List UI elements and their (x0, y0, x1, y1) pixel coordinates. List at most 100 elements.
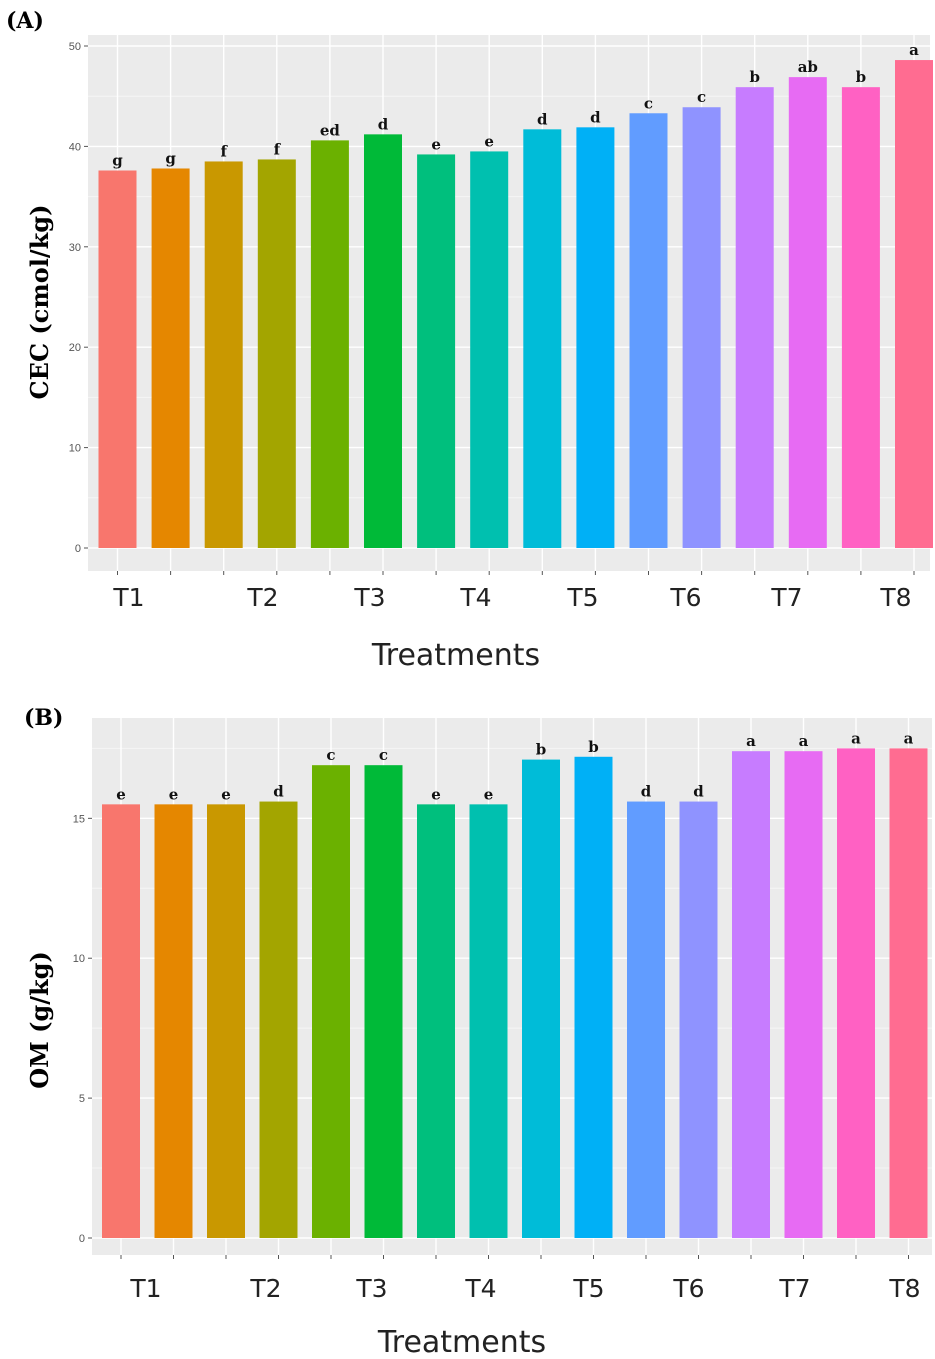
panel-a-x-tick-label: T2 (246, 583, 278, 612)
panel-a-x-tick-label: T7 (770, 583, 802, 612)
panel-a-bar-letter: d (537, 110, 548, 128)
panel-b-bar (417, 804, 455, 1238)
panel-b-bar-letter: a (851, 729, 861, 747)
panel-a-bar (576, 127, 615, 548)
panel-a-bar (523, 129, 562, 548)
panel-a-x-tick-label: T6 (669, 583, 701, 612)
panel-a-bar (257, 159, 296, 548)
panel-b-bar (259, 801, 298, 1238)
panel-a-bar-letter: ab (798, 58, 818, 76)
panel-b-bar-letter: d (693, 783, 704, 801)
panel-a-y-tick-label: 0 (75, 543, 81, 555)
panel-a-y-tick-label: 40 (69, 141, 81, 153)
panel-b-bar (207, 804, 245, 1238)
panel-b-bar (574, 756, 613, 1238)
panel-a-bar-letter: c (697, 88, 706, 106)
panel-b-bar (102, 804, 140, 1238)
panel-b-bar (522, 759, 560, 1238)
panel-a-label: (A) (6, 8, 44, 34)
panel-a-bar-letter: f (274, 140, 282, 158)
panel-a-bar-letter: e (431, 135, 441, 153)
panel-b: (B) OM (g/kg) Treatments 0 5 10 15 e e e d c c e e b… (24, 705, 932, 1359)
panel-b-y-tick-label: 0 (79, 1233, 85, 1245)
panel-b-bar-letter: c (326, 746, 335, 764)
panel-a-bar (895, 60, 933, 548)
panel-b-bar (364, 765, 403, 1238)
panel-b-bar-letter: a (799, 732, 809, 750)
panel-b-bar-letter: e (116, 785, 126, 803)
panel-a-bar (310, 140, 349, 548)
panel-b-bar (732, 751, 770, 1238)
panel-a-bar-letter: d (378, 115, 389, 133)
panel-b-bar (627, 801, 665, 1238)
panel-b-x-tick-label: T5 (572, 1274, 604, 1303)
panel-b-bar (784, 751, 823, 1238)
panel-a-bar (735, 87, 774, 548)
panel-b-bar (312, 765, 350, 1238)
panel-a-bar (204, 161, 243, 548)
panel-b-bar-letter: d (273, 783, 284, 801)
panel-a-x-tick-label: T5 (566, 583, 598, 612)
panel-a-bar (682, 107, 721, 548)
panel-b-y-axis-label: OM (g/kg) (25, 951, 54, 1089)
panel-a-bar (841, 87, 880, 548)
panel-b-bar-letter: c (379, 746, 388, 764)
panel-a-bar-letter: b (856, 68, 867, 86)
panel-b-label: (B) (24, 705, 63, 731)
panel-a-bar (364, 134, 402, 549)
panel-b-x-tick-label: T3 (355, 1274, 387, 1303)
panel-a-bar-letter: g (165, 149, 176, 167)
panel-b-bar-letter: a (904, 729, 914, 747)
panel-a: (A) CEC (cmol/kg) Treatments 0 10 20 30 40 50… (6, 8, 933, 673)
panel-b-bar (837, 748, 875, 1238)
panel-b-bar-letter: e (484, 785, 494, 803)
panel-a-bar-letter: c (644, 94, 653, 112)
panel-b-x-tick-label: T2 (249, 1274, 281, 1303)
panel-b-bar (889, 748, 928, 1238)
panel-a-x-tick-label: T4 (459, 583, 491, 612)
panel-b-y-tick-label: 10 (73, 953, 85, 965)
panel-b-bar-letter: d (641, 783, 652, 801)
panel-b-bar (154, 804, 193, 1238)
panel-a-bar-letter: g (112, 151, 123, 169)
panel-b-x-tick-label: T1 (129, 1274, 161, 1303)
panel-a-y-tick-label: 20 (69, 342, 81, 354)
panel-b-y-tick-label: 5 (79, 1093, 85, 1105)
panel-b-x-tick-label: T8 (888, 1274, 920, 1303)
panel-a-x-axis-label: Treatments (371, 638, 540, 673)
panel-b-bar (469, 804, 508, 1238)
panel-b-bar-letter: b (588, 738, 599, 756)
panel-b-x-tick-label: T7 (778, 1274, 810, 1303)
panel-b-bar-letter: e (169, 785, 179, 803)
panel-a-bar (98, 170, 137, 548)
panel-b-bar-letter: a (746, 732, 756, 750)
panel-a-x-tick-label: T8 (879, 583, 911, 612)
panel-a-bar-letter: d (590, 108, 601, 126)
panel-a-y-axis-label: CEC (cmol/kg) (25, 205, 54, 400)
panel-a-y-tick-label: 10 (69, 443, 81, 455)
panel-a-bar (417, 154, 456, 548)
panel-b-x-tick-label: T4 (464, 1274, 496, 1303)
panel-a-bar-letter: ed (320, 121, 341, 139)
panel-a-y-tick-label: 30 (69, 242, 81, 254)
panel-b-x-tick-label: T6 (672, 1274, 704, 1303)
panel-b-plot: 0 5 10 15 e e e d c c e e b b d d a a a a T1 T2 T3 T4 T5 T6 T7 T8 (73, 718, 932, 1303)
panel-a-x-tick-label: T1 (112, 583, 144, 612)
panel-a-bar (788, 77, 827, 549)
panel-a-bar (629, 113, 668, 548)
panel-a-bar-letter: b (749, 68, 760, 86)
panel-a-y-tick-label: 50 (69, 41, 81, 53)
panel-b-y-tick-label: 15 (73, 813, 85, 825)
panel-a-bar (470, 151, 509, 549)
panel-a-bar-letter: e (484, 132, 494, 150)
panel-a-bar-letter: f (220, 142, 228, 160)
panel-b-bar-letter: e (221, 785, 231, 803)
panel-b-bar-letter: b (536, 741, 547, 759)
panel-a-bar (151, 168, 190, 548)
panel-b-x-axis-label: Treatments (377, 1325, 546, 1359)
panel-a-x-tick-label: T3 (353, 583, 385, 612)
panel-b-bar-letter: e (431, 785, 441, 803)
panel-a-bar-letter: a (909, 41, 919, 59)
